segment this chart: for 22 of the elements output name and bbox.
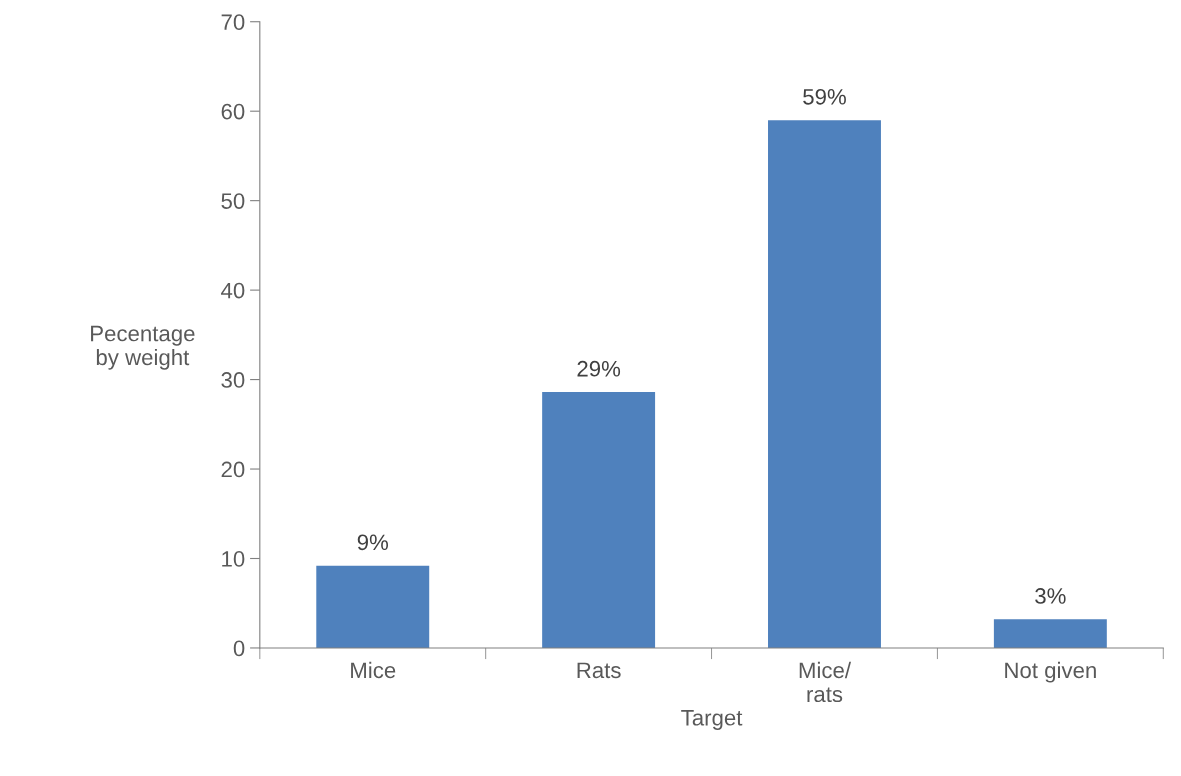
x-tick-label: Rats [577,662,621,679]
x-tick-label: Mice [351,661,396,679]
y-tick-label: 20 [221,461,245,478]
y-tick-label: 50 [221,193,245,209]
y-tick-label: 10 [222,551,245,567]
y-tick-label: 60 [221,103,245,120]
data-label: 29% [577,360,621,377]
y-tick-label: 30 [221,372,245,388]
y-axis-title: Pecentage by weight [91,325,195,370]
x-tick-label: Mice/ rats [799,661,852,703]
data-label: 9% [357,534,389,551]
bar [993,619,1107,648]
y-tick-label: 0 [233,640,245,657]
data-label: 3% [1035,588,1066,604]
y-tick-label: 40 [221,282,245,299]
data-label: 59% [803,88,846,105]
bar [768,120,881,648]
bar [542,392,656,648]
bar [316,565,430,648]
x-tick-label: Not given [1005,661,1096,683]
x-axis-title: Target [681,710,743,730]
y-tick-label: 70 [221,14,245,30]
